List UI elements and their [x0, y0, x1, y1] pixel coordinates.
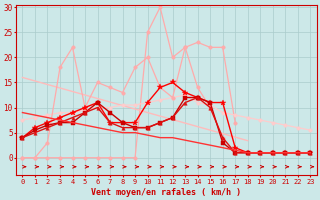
- X-axis label: Vent moyen/en rafales ( km/h ): Vent moyen/en rafales ( km/h ): [92, 188, 241, 197]
